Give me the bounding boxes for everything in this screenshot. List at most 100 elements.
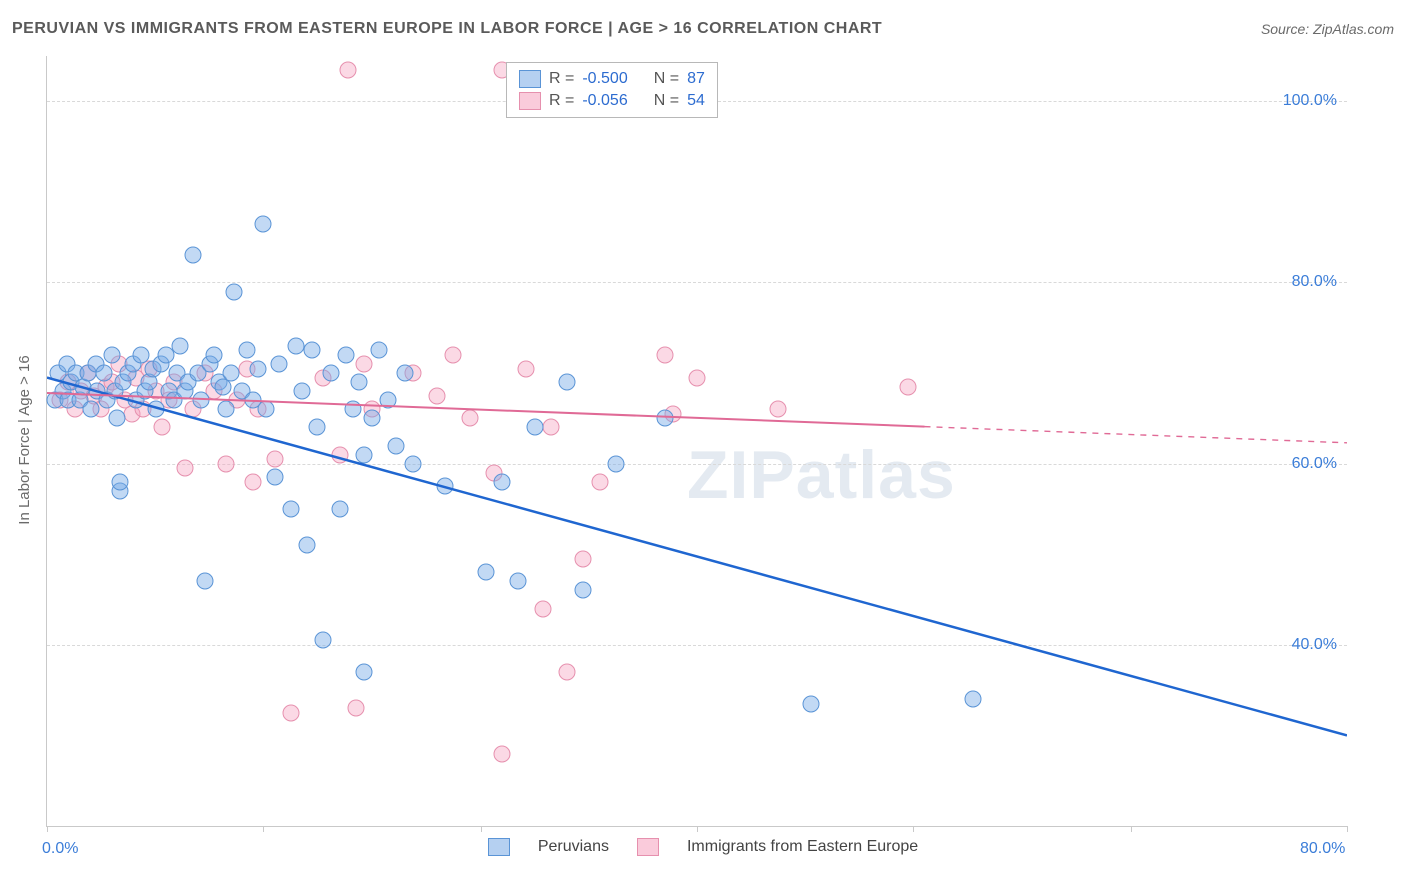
scatter-point-pink bbox=[339, 61, 356, 78]
scatter-point-blue bbox=[185, 247, 202, 264]
x-tick-mark bbox=[1131, 826, 1132, 832]
scatter-point-blue bbox=[108, 410, 125, 427]
swatch-blue bbox=[519, 70, 541, 88]
r-value-pink: -0.056 bbox=[582, 92, 627, 110]
scatter-point-blue bbox=[370, 342, 387, 359]
scatter-point-blue bbox=[965, 691, 982, 708]
n-label: N = bbox=[654, 92, 679, 110]
n-value-blue: 87 bbox=[687, 70, 705, 88]
legend-row-blue: R = -0.500 N = 87 bbox=[519, 68, 705, 90]
regression-lines bbox=[47, 56, 1347, 826]
scatter-point-blue bbox=[282, 500, 299, 517]
scatter-point-blue bbox=[802, 695, 819, 712]
scatter-point-pink bbox=[559, 664, 576, 681]
scatter-point-blue bbox=[271, 356, 288, 373]
x-tick-mark bbox=[697, 826, 698, 832]
scatter-point-blue bbox=[255, 215, 272, 232]
scatter-point-pink bbox=[429, 387, 446, 404]
plot-area: ZIPatlas 40.0% 60.0% 80.0% 100.0% bbox=[46, 56, 1347, 827]
swatch-pink bbox=[519, 92, 541, 110]
scatter-point-pink bbox=[689, 369, 706, 386]
scatter-point-blue bbox=[380, 392, 397, 409]
scatter-point-blue bbox=[225, 283, 242, 300]
scatter-point-blue bbox=[294, 383, 311, 400]
scatter-point-blue bbox=[303, 342, 320, 359]
scatter-point-blue bbox=[323, 365, 340, 382]
scatter-point-blue bbox=[355, 446, 372, 463]
scatter-point-blue bbox=[315, 632, 332, 649]
scatter-point-blue bbox=[82, 401, 99, 418]
scatter-point-blue bbox=[526, 419, 543, 436]
swatch-blue bbox=[488, 838, 510, 856]
watermark: ZIPatlas bbox=[687, 436, 956, 514]
y-tick-label: 40.0% bbox=[1292, 636, 1337, 654]
scatter-point-pink bbox=[445, 346, 462, 363]
scatter-point-blue bbox=[607, 455, 624, 472]
scatter-point-pink bbox=[217, 455, 234, 472]
title-bar: PERUVIAN VS IMMIGRANTS FROM EASTERN EURO… bbox=[12, 20, 1394, 38]
r-label: R = bbox=[549, 70, 574, 88]
chart-title: PERUVIAN VS IMMIGRANTS FROM EASTERN EURO… bbox=[12, 20, 882, 38]
scatter-point-pink bbox=[770, 401, 787, 418]
scatter-point-pink bbox=[282, 704, 299, 721]
series-label-pink: Immigrants from Eastern Europe bbox=[687, 838, 918, 856]
scatter-point-blue bbox=[147, 401, 164, 418]
scatter-point-blue bbox=[331, 500, 348, 517]
y-tick-label: 80.0% bbox=[1292, 273, 1337, 291]
scatter-point-blue bbox=[477, 564, 494, 581]
scatter-point-pink bbox=[900, 378, 917, 395]
scatter-point-pink bbox=[494, 745, 511, 762]
scatter-point-blue bbox=[299, 537, 316, 554]
scatter-point-blue bbox=[193, 392, 210, 409]
scatter-point-blue bbox=[437, 478, 454, 495]
scatter-point-blue bbox=[266, 469, 283, 486]
scatter-point-blue bbox=[258, 401, 275, 418]
scatter-point-blue bbox=[250, 360, 267, 377]
scatter-point-blue bbox=[656, 410, 673, 427]
x-tick-mark bbox=[1347, 826, 1348, 832]
swatch-pink bbox=[637, 838, 659, 856]
scatter-point-pink bbox=[656, 346, 673, 363]
source-label: Source: ZipAtlas.com bbox=[1261, 21, 1394, 37]
scatter-point-pink bbox=[518, 360, 535, 377]
gridline-h bbox=[47, 464, 1347, 465]
legend-row-pink: R = -0.056 N = 54 bbox=[519, 90, 705, 112]
scatter-point-blue bbox=[206, 346, 223, 363]
scatter-point-blue bbox=[196, 573, 213, 590]
scatter-point-blue bbox=[217, 401, 234, 418]
n-label: N = bbox=[654, 70, 679, 88]
y-tick-label: 60.0% bbox=[1292, 455, 1337, 473]
scatter-point-pink bbox=[347, 700, 364, 717]
scatter-point-pink bbox=[331, 446, 348, 463]
y-tick-label: 100.0% bbox=[1283, 92, 1337, 110]
scatter-point-blue bbox=[112, 473, 129, 490]
scatter-point-blue bbox=[364, 410, 381, 427]
scatter-point-blue bbox=[104, 346, 121, 363]
gridline-h bbox=[47, 282, 1347, 283]
regression-line-pink-dashed bbox=[925, 427, 1348, 443]
scatter-point-pink bbox=[154, 419, 171, 436]
series-legend: Peruvians Immigrants from Eastern Europe bbox=[0, 838, 1406, 856]
regression-line-blue bbox=[47, 378, 1347, 736]
scatter-point-blue bbox=[238, 342, 255, 359]
scatter-point-blue bbox=[344, 401, 361, 418]
scatter-point-blue bbox=[308, 419, 325, 436]
scatter-point-pink bbox=[461, 410, 478, 427]
scatter-point-blue bbox=[388, 437, 405, 454]
scatter-point-pink bbox=[534, 600, 551, 617]
n-value-pink: 54 bbox=[687, 92, 705, 110]
scatter-point-pink bbox=[355, 356, 372, 373]
scatter-point-pink bbox=[266, 451, 283, 468]
scatter-point-blue bbox=[404, 455, 421, 472]
scatter-point-pink bbox=[542, 419, 559, 436]
scatter-point-pink bbox=[245, 473, 262, 490]
x-tick-mark bbox=[913, 826, 914, 832]
scatter-point-pink bbox=[177, 460, 194, 477]
scatter-point-blue bbox=[338, 346, 355, 363]
r-value-blue: -0.500 bbox=[582, 70, 627, 88]
y-axis-label: In Labor Force | Age > 16 bbox=[16, 355, 33, 524]
x-tick-mark bbox=[47, 826, 48, 832]
scatter-point-blue bbox=[396, 365, 413, 382]
series-label-blue: Peruvians bbox=[538, 838, 609, 856]
scatter-point-pink bbox=[591, 473, 608, 490]
